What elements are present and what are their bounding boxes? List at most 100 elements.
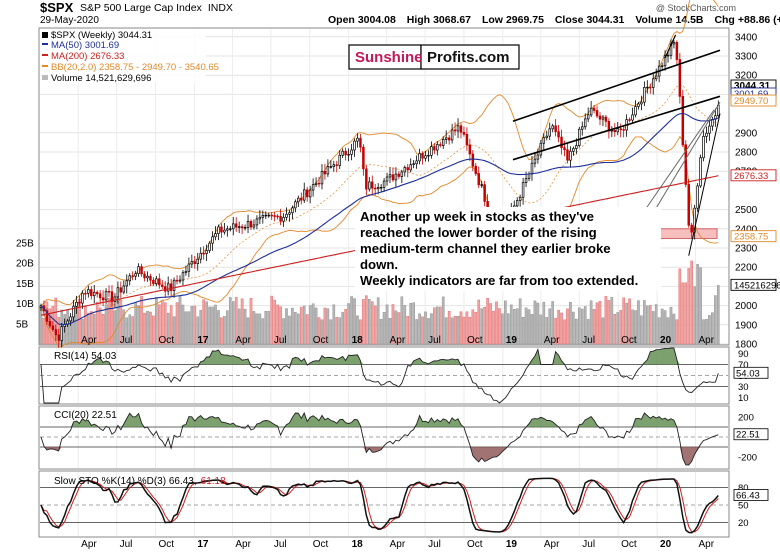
candle-body xyxy=(356,137,359,142)
candle xyxy=(329,160,333,169)
volume-bar xyxy=(536,302,540,345)
volume-bar xyxy=(243,308,247,345)
candle-body xyxy=(155,278,158,285)
candle xyxy=(220,223,223,238)
candle-body xyxy=(400,171,404,177)
price-tick-label: 2300 xyxy=(735,244,758,255)
volume-bar xyxy=(81,318,84,345)
candle-body xyxy=(314,182,318,186)
candle xyxy=(166,276,170,296)
candle-body xyxy=(294,201,297,209)
volume-bar xyxy=(276,304,279,345)
candle xyxy=(261,210,265,224)
volume-bar xyxy=(267,311,271,345)
candle-body xyxy=(122,285,126,293)
candle-body xyxy=(261,215,265,218)
candle xyxy=(273,212,276,222)
candle-body xyxy=(385,176,389,182)
candle-body xyxy=(131,275,134,277)
volume-bar xyxy=(592,309,596,345)
volume-bar xyxy=(385,304,389,345)
candle xyxy=(646,80,649,94)
candle xyxy=(572,146,575,156)
volume-bar xyxy=(376,297,380,345)
volume-bar xyxy=(373,305,377,345)
volume-bar xyxy=(240,298,244,345)
candle-body xyxy=(575,145,578,149)
price-tick-label: 3300 xyxy=(735,52,758,63)
candle xyxy=(98,290,102,305)
candle xyxy=(622,125,625,138)
volume-bar xyxy=(237,308,241,345)
candle-body xyxy=(424,155,427,159)
candle xyxy=(634,100,637,118)
candle xyxy=(675,40,679,65)
candle xyxy=(232,217,235,236)
volume-bar xyxy=(205,301,208,345)
candle-body xyxy=(563,147,566,151)
volume-bar xyxy=(631,309,634,345)
candle-body xyxy=(311,184,315,191)
candle xyxy=(184,265,188,276)
candle xyxy=(447,134,451,145)
candle xyxy=(193,255,197,269)
candle xyxy=(258,210,262,225)
candle-body xyxy=(554,125,557,133)
volume-bar xyxy=(696,264,699,345)
volume-bar xyxy=(634,310,637,345)
candle xyxy=(424,150,427,162)
volume-bar xyxy=(533,300,537,345)
volume-bar xyxy=(524,307,528,345)
volume-bar xyxy=(113,310,117,345)
candle-body xyxy=(305,189,309,198)
volume-bar xyxy=(672,313,676,345)
candle-body xyxy=(107,290,111,293)
cci-value-tag: 22.51 xyxy=(736,430,760,441)
candle-body xyxy=(376,187,380,190)
candle-body xyxy=(595,110,599,117)
volume-bar xyxy=(530,314,534,345)
volume-bar xyxy=(418,313,421,345)
candle xyxy=(353,138,356,157)
candle xyxy=(344,147,347,161)
volume-bar xyxy=(678,268,682,345)
candle-body xyxy=(95,291,99,295)
candle xyxy=(48,316,52,329)
candle-body xyxy=(581,126,584,130)
volume-bar xyxy=(527,309,531,345)
sto-tick-label: 80 xyxy=(738,483,749,494)
volume-bar xyxy=(684,282,688,345)
volume-bar xyxy=(595,302,599,345)
volume-bar xyxy=(246,317,250,345)
candle-body xyxy=(90,289,93,297)
candle xyxy=(288,209,291,222)
volume-bar xyxy=(444,317,448,345)
candle-body xyxy=(214,233,217,238)
candle xyxy=(536,148,540,164)
candle-body xyxy=(359,137,362,148)
candle xyxy=(199,247,202,264)
legend-swatch-volume xyxy=(42,75,48,80)
volume-bar xyxy=(548,308,552,345)
volume-bar xyxy=(557,309,560,345)
volume-bar xyxy=(134,302,137,345)
candle xyxy=(397,171,401,180)
candle-body xyxy=(288,212,291,215)
candle xyxy=(140,263,143,277)
candle-body xyxy=(705,132,708,137)
candle-body xyxy=(178,279,182,282)
candle-body xyxy=(412,163,415,165)
candle-body xyxy=(421,153,424,159)
candle xyxy=(350,143,353,161)
volume-bar xyxy=(669,306,673,345)
time-tick-label: Apr xyxy=(544,539,560,550)
candle-body xyxy=(536,154,540,160)
candle-body xyxy=(347,154,350,156)
time-tick-label: Apr xyxy=(698,335,714,346)
candle-body xyxy=(462,131,466,135)
candle xyxy=(705,126,708,143)
candle xyxy=(175,275,179,285)
candle-body xyxy=(681,96,685,146)
candle-body xyxy=(379,186,383,189)
candle-body xyxy=(134,273,137,277)
